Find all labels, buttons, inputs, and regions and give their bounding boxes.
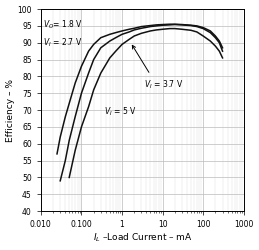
Y-axis label: Efficiency – %: Efficiency – % [5, 78, 15, 142]
Text: $V_I$ = 2.7 V: $V_I$ = 2.7 V [43, 36, 83, 48]
X-axis label: $I_L$ –Load Current – mA: $I_L$ –Load Current – mA [92, 232, 192, 244]
Text: $V_I$ = 3.7 V: $V_I$ = 3.7 V [144, 78, 183, 90]
Text: $V_O$= 1.8 V: $V_O$= 1.8 V [43, 18, 83, 31]
Text: $V_I$ = 5 V: $V_I$ = 5 V [104, 105, 136, 118]
